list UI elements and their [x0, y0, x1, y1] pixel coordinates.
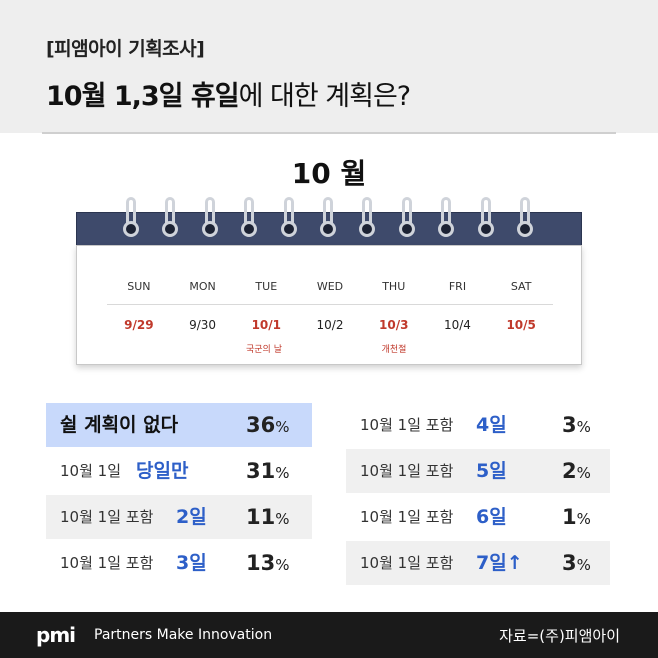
- binding-ring: [399, 197, 415, 241]
- result-label: 10월 1일 포함: [60, 508, 154, 526]
- binding-ring: [359, 197, 375, 241]
- holiday-label-foundation-day: 개천절: [381, 345, 407, 355]
- result-days: 2일: [176, 506, 207, 528]
- result-percent: 3%: [562, 413, 591, 437]
- weekday-tue: TUE: [255, 280, 278, 293]
- calendar-separator: [107, 304, 553, 305]
- result-row-no-plan: 쉴 계획이 없다 36%: [46, 403, 312, 447]
- result-percent: 31%: [246, 459, 290, 483]
- result-row-5days: 10월 1일 포함 5일 2%: [346, 449, 610, 493]
- result-row-6days: 10월 1일 포함 6일 1%: [346, 495, 610, 539]
- result-row-3days: 10월 1일 포함 3일 13%: [46, 541, 312, 585]
- source-credit: 자료=(주)피앰아이: [499, 627, 620, 645]
- result-label: 쉴 계획이 없다: [60, 414, 179, 436]
- date-cell: 9/30: [189, 318, 217, 332]
- binding-ring: [517, 197, 533, 241]
- survey-tag: [피앰아이 기획조사]: [46, 38, 205, 60]
- result-label: 10월 1일: [60, 462, 121, 480]
- result-percent: 3%: [562, 551, 591, 575]
- result-days: 3일: [176, 552, 207, 574]
- result-label: 10월 1일 포함: [60, 554, 154, 572]
- result-row-7days-plus: 10월 1일 포함 7일↑ 3%: [346, 541, 610, 585]
- result-days: 당일만: [136, 460, 189, 482]
- binding-ring: [241, 197, 257, 241]
- result-percent: 2%: [562, 459, 591, 483]
- binding-ring: [438, 197, 454, 241]
- binding-ring: [320, 197, 336, 241]
- binding-ring: [162, 197, 178, 241]
- date-cell: 10/4: [443, 318, 471, 332]
- date-cell: 10/2: [316, 318, 344, 332]
- date-cell: 10/5: [506, 318, 536, 332]
- result-percent: 13%: [246, 551, 290, 575]
- weekday-wed: WED: [316, 280, 344, 293]
- result-label: 10월 1일 포함: [360, 462, 454, 480]
- header: [피앰아이 기획조사] 10월 1,3일 휴일에 대한 계획은?: [0, 0, 658, 133]
- page-title: 10월 1,3일 휴일에 대한 계획은?: [46, 74, 412, 113]
- result-percent: 36%: [246, 413, 290, 437]
- weekday-row: SUN MON TUE WED THU FRI SAT: [107, 280, 553, 293]
- date-cell: 10/3: [379, 318, 409, 332]
- weekday-sat: SAT: [510, 280, 532, 293]
- result-label: 10월 1일 포함: [360, 554, 454, 572]
- date-row: 9/29 9/30 10/1 10/2 10/3 10/4 10/5: [107, 318, 553, 332]
- binding-ring: [478, 197, 494, 241]
- calendar-body: SUN MON TUE WED THU FRI SAT 9/29 9/30 10…: [76, 245, 582, 365]
- weekday-thu: THU: [382, 280, 406, 293]
- result-percent: 11%: [246, 505, 290, 529]
- weekday-fri: FRI: [448, 280, 467, 293]
- date-cell: 10/1: [251, 318, 282, 332]
- binding-ring: [123, 197, 139, 241]
- title-rest: 에 대한 계획은?: [238, 81, 412, 112]
- holiday-label-armed-forces-day: 국군의 날: [246, 345, 282, 355]
- weekday-sun: SUN: [127, 280, 151, 293]
- pmi-logo: pmi: [36, 623, 76, 647]
- result-days: 6일: [476, 506, 507, 528]
- result-days: 7일↑: [476, 552, 523, 574]
- result-row-4days: 10월 1일 포함 4일 3%: [346, 403, 610, 447]
- date-cell: 9/29: [124, 318, 154, 332]
- result-label: 10월 1일 포함: [360, 416, 454, 434]
- result-days: 4일: [476, 414, 507, 436]
- weekday-mon: MON: [189, 280, 216, 293]
- result-row-same-day: 10월 1일 당일만 31%: [46, 449, 312, 493]
- header-divider: [42, 132, 616, 134]
- result-days: 5일: [476, 460, 507, 482]
- result-row-2days: 10월 1일 포함 2일 11%: [46, 495, 312, 539]
- footer: pmi Partners Make Innovation 자료=(주)피앰아이: [0, 612, 658, 658]
- result-percent: 1%: [562, 505, 591, 529]
- title-bold: 10월 1,3일 휴일: [46, 81, 240, 112]
- result-label: 10월 1일 포함: [360, 508, 454, 526]
- binding-ring: [281, 197, 297, 241]
- footer-tagline: Partners Make Innovation: [94, 627, 273, 643]
- binding-ring: [202, 197, 218, 241]
- calendar-month: 10 월: [291, 157, 367, 190]
